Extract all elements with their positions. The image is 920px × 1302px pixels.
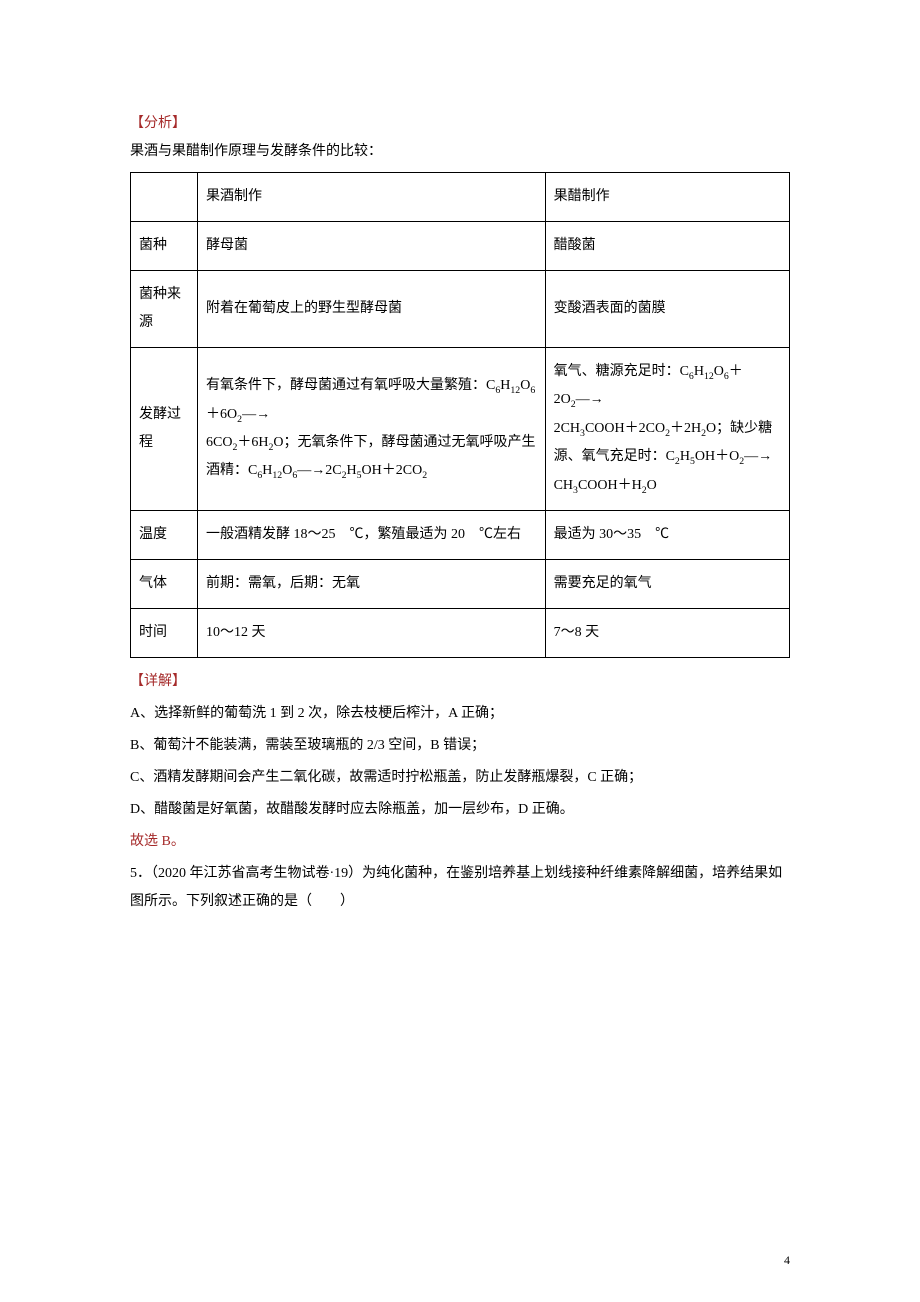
row-vinegar: 氧气、糖源充足时：C6H12O6＋2O2―→2CH3COOH＋2CO2＋2H2O…: [545, 348, 789, 511]
row-label: 菌种: [131, 222, 198, 271]
analysis-label: 【分析】: [130, 110, 790, 138]
row-vinegar: 最适为 30～35 ℃: [545, 510, 789, 559]
row-label: 时间: [131, 608, 198, 657]
row-vinegar: 醋酸菌: [545, 222, 789, 271]
question-5: 5．（2020 年江苏省高考生物试卷·19）为纯化菌种，在鉴别培养基上划线接种纤…: [130, 860, 790, 916]
row-wine: 酵母菌: [198, 222, 546, 271]
q5-prefix: 5．（: [130, 866, 158, 881]
option-c: C、酒精发酵期间会产生二氧化碳，故需适时拧松瓶盖，防止发酵瓶爆裂，C 正确；: [130, 764, 790, 792]
header-blank: [131, 173, 198, 222]
row-label: 发酵过程: [131, 348, 198, 511]
option-a: A、选择新鲜的葡萄洗 1 到 2 次，除去枝梗后榨汁，A 正确；: [130, 700, 790, 728]
table-row: 温度 一般酒精发酵 18～25 ℃，繁殖最适为 20 ℃左右 最适为 30～35…: [131, 510, 790, 559]
row-label: 菌种来源: [131, 271, 198, 348]
table-row: 发酵过程 有氧条件下，酵母菌通过有氧呼吸大量繁殖：C6H12O6＋6O2―→6C…: [131, 348, 790, 511]
option-b: B、葡萄汁不能装满，需装至玻璃瓶的 2/3 空间，B 错误；: [130, 732, 790, 760]
header-vinegar: 果醋制作: [545, 173, 789, 222]
header-wine: 果酒制作: [198, 173, 546, 222]
page-number: 4: [784, 1248, 790, 1272]
comparison-intro: 果酒与果醋制作原理与发酵条件的比较：: [130, 138, 790, 166]
row-wine: 一般酒精发酵 18～25 ℃，繁殖最适为 20 ℃左右: [198, 510, 546, 559]
table-row: 菌种来源 附着在葡萄皮上的野生型酵母菌 变酸酒表面的菌膜: [131, 271, 790, 348]
comparison-table: 果酒制作 果醋制作 菌种 酵母菌 醋酸菌 菌种来源 附着在葡萄皮上的野生型酵母菌…: [130, 172, 790, 658]
table-row: 菌种 酵母菌 醋酸菌: [131, 222, 790, 271]
conclusion: 故选 B。: [130, 828, 790, 856]
row-wine: 前期：需氧，后期：无氧: [198, 559, 546, 608]
row-label: 气体: [131, 559, 198, 608]
row-vinegar: 需要充足的氧气: [545, 559, 789, 608]
row-vinegar: 变酸酒表面的菌膜: [545, 271, 789, 348]
row-wine: 附着在葡萄皮上的野生型酵母菌: [198, 271, 546, 348]
option-d: D、醋酸菌是好氧菌，故醋酸发酵时应去除瓶盖，加一层纱布，D 正确。: [130, 796, 790, 824]
table-row: 气体 前期：需氧，后期：无氧 需要充足的氧气: [131, 559, 790, 608]
row-wine: 有氧条件下，酵母菌通过有氧呼吸大量繁殖：C6H12O6＋6O2―→6CO2＋6H…: [198, 348, 546, 511]
detail-label: 【详解】: [130, 668, 790, 696]
row-label: 温度: [131, 510, 198, 559]
q5-source: 2020 年江苏省高考生物试卷·19: [158, 866, 348, 881]
row-wine: 10～12 天: [198, 608, 546, 657]
table-row: 时间 10～12 天 7～8 天: [131, 608, 790, 657]
table-header-row: 果酒制作 果醋制作: [131, 173, 790, 222]
row-vinegar: 7～8 天: [545, 608, 789, 657]
